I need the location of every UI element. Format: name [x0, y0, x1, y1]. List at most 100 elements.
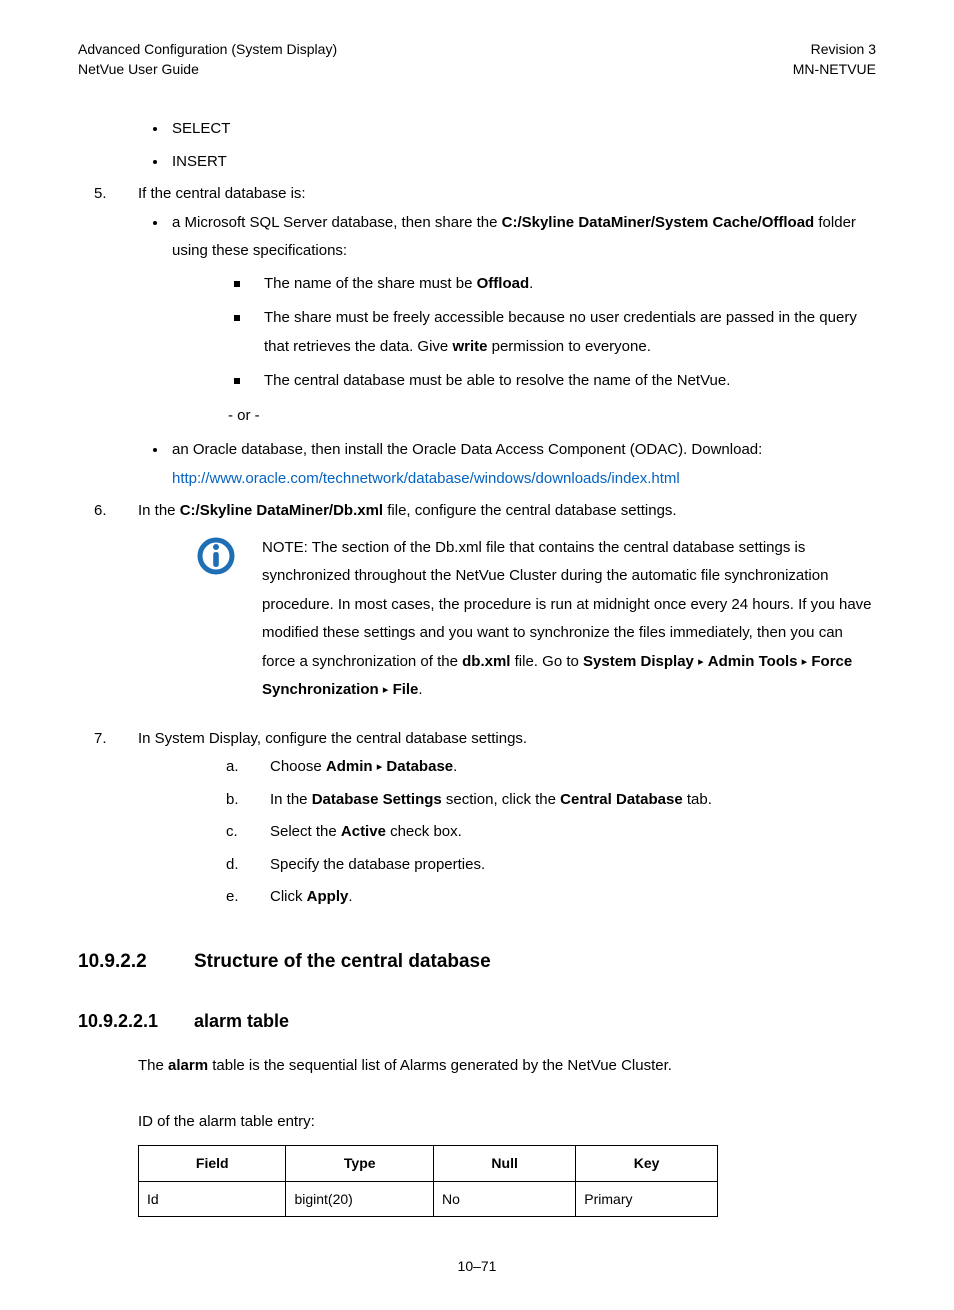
alpha-marker: d. — [226, 851, 239, 880]
db-settings-section: Database Settings — [312, 791, 442, 808]
step-5-lead: If the central database is: — [138, 185, 306, 202]
step-6: 6. In the C:/Skyline DataMiner/Db.xml fi… — [78, 497, 876, 705]
cell-null: No — [434, 1181, 576, 1217]
text: . — [529, 275, 533, 292]
substep-d: d. Specify the database properties. — [138, 851, 876, 880]
text: permission to everyone. — [487, 338, 650, 355]
text: a Microsoft SQL Server database, then sh… — [172, 214, 502, 231]
cell-key: Primary — [576, 1181, 718, 1217]
step-marker: 7. — [94, 725, 107, 754]
text: an Oracle database, then install the Ora… — [172, 441, 762, 458]
nav-admin: Admin — [326, 758, 373, 775]
step-marker: 6. — [94, 497, 107, 526]
text: Click — [270, 888, 307, 905]
col-null: Null — [434, 1145, 576, 1181]
dbxml-file: db.xml — [462, 653, 510, 670]
steps-list: 5. If the central database is: a Microso… — [78, 180, 876, 912]
alpha-marker: b. — [226, 786, 239, 815]
step-7: 7. In System Display, configure the cent… — [78, 725, 876, 912]
text: Specify the database properties. — [270, 856, 485, 873]
text: check box. — [386, 823, 462, 840]
arrow-icon: ▸ — [802, 656, 808, 668]
oracle-option: an Oracle database, then install the Ora… — [168, 436, 876, 493]
section-title: alarm table — [194, 1004, 289, 1038]
spec-item: The share must be freely accessible beca… — [234, 304, 876, 361]
text: file. Go to — [510, 653, 583, 670]
section-title: Structure of the central database — [194, 944, 491, 980]
apply-button-label: Apply — [307, 888, 349, 905]
text: In the — [270, 791, 312, 808]
alarm-table-intro: The alarm table is the sequential list o… — [138, 1052, 876, 1081]
sql-server-option: a Microsoft SQL Server database, then sh… — [168, 209, 876, 396]
spec-item: The name of the share must be Offload. — [234, 270, 876, 299]
spec-item: The central database must be able to res… — [234, 367, 876, 396]
list-item: SELECT — [168, 115, 876, 144]
col-key: Key — [576, 1145, 718, 1181]
header-doc-code: MN-NETVUE — [793, 60, 876, 80]
text: Choose — [270, 758, 326, 775]
page-header: Advanced Configuration (System Display) … — [78, 40, 876, 79]
text: tab. — [683, 791, 712, 808]
col-field: Field — [139, 1145, 286, 1181]
alarm-id-caption: ID of the alarm table entry: — [138, 1108, 876, 1137]
step-7-lead: In System Display, configure the central… — [138, 730, 527, 747]
dbxml-path: C:/Skyline DataMiner/Db.xml — [180, 502, 383, 519]
text: table is the sequential list of Alarms g… — [208, 1057, 672, 1074]
substep-b: b. In the Database Settings section, cli… — [138, 786, 876, 815]
info-icon — [196, 536, 236, 587]
step-5: 5. If the central database is: a Microso… — [78, 180, 876, 493]
sql-offload-path: C:/Skyline DataMiner/System Cache/Offloa… — [502, 214, 815, 231]
write-permission: write — [452, 338, 487, 355]
col-type: Type — [286, 1145, 434, 1181]
section-heading-structure: 10.9.2.2 Structure of the central databa… — [78, 944, 876, 980]
central-db-tab: Central Database — [560, 791, 683, 808]
nav-system-display: System Display — [583, 653, 694, 670]
cell-type: bigint(20) — [286, 1181, 434, 1217]
alpha-marker: c. — [226, 818, 238, 847]
step-7-substeps: a. Choose Admin ▸ Database. b. In the Da… — [138, 753, 876, 912]
nav-database: Database — [386, 758, 453, 775]
table-header-row: Field Type Null Key — [139, 1145, 718, 1181]
text: . — [418, 681, 422, 698]
table-row: Id bigint(20) No Primary — [139, 1181, 718, 1217]
step-marker: 5. — [94, 180, 107, 209]
arrow-icon: ▸ — [377, 761, 383, 773]
arrow-icon: ▸ — [698, 656, 704, 668]
text: Select the — [270, 823, 341, 840]
text: file, configure the central database set… — [383, 502, 677, 519]
text: . — [348, 888, 352, 905]
header-section-title: Advanced Configuration (System Display) — [78, 40, 337, 60]
alarm-table-name: alarm — [168, 1057, 208, 1074]
text: . — [453, 758, 457, 775]
alarm-id-table: Field Type Null Key Id bigint(20) No Pri… — [138, 1145, 718, 1217]
header-guide-title: NetVue User Guide — [78, 60, 337, 80]
step-5-oracle-option: an Oracle database, then install the Ora… — [138, 436, 876, 493]
text: The — [138, 1057, 168, 1074]
arrow-icon: ▸ — [383, 684, 389, 696]
text: section, click the — [442, 791, 560, 808]
step-5-options: a Microsoft SQL Server database, then sh… — [138, 209, 876, 396]
section-number: 10.9.2.2 — [78, 944, 194, 980]
nav-admin-tools: Admin Tools — [708, 653, 798, 670]
offload-name: Offload — [477, 275, 530, 292]
sql-permissions-list: SELECT INSERT — [78, 115, 876, 176]
nav-file: File — [393, 681, 419, 698]
or-separator: - or - — [228, 402, 876, 431]
text: In the — [138, 502, 180, 519]
substep-e: e. Click Apply. — [138, 883, 876, 912]
alpha-marker: a. — [226, 753, 239, 782]
header-right: Revision 3 MN-NETVUE — [793, 40, 876, 79]
substep-a: a. Choose Admin ▸ Database. — [138, 753, 876, 782]
note-text: NOTE: The section of the Db.xml file tha… — [254, 534, 876, 705]
section-number: 10.9.2.2.1 — [78, 1004, 194, 1038]
text: The name of the share must be — [264, 275, 477, 292]
sql-specifications: The name of the share must be Offload. T… — [172, 270, 876, 396]
oracle-download-link[interactable]: http://www.oracle.com/technetwork/databa… — [172, 470, 680, 487]
cell-field: Id — [139, 1181, 286, 1217]
active-checkbox: Active — [341, 823, 386, 840]
page-footer: 10–71 — [78, 1253, 876, 1280]
alpha-marker: e. — [226, 883, 239, 912]
text: NOTE: The section of the Db.xml file tha… — [262, 539, 872, 670]
substep-c: c. Select the Active check box. — [138, 818, 876, 847]
note-block: NOTE: The section of the Db.xml file tha… — [196, 534, 876, 705]
